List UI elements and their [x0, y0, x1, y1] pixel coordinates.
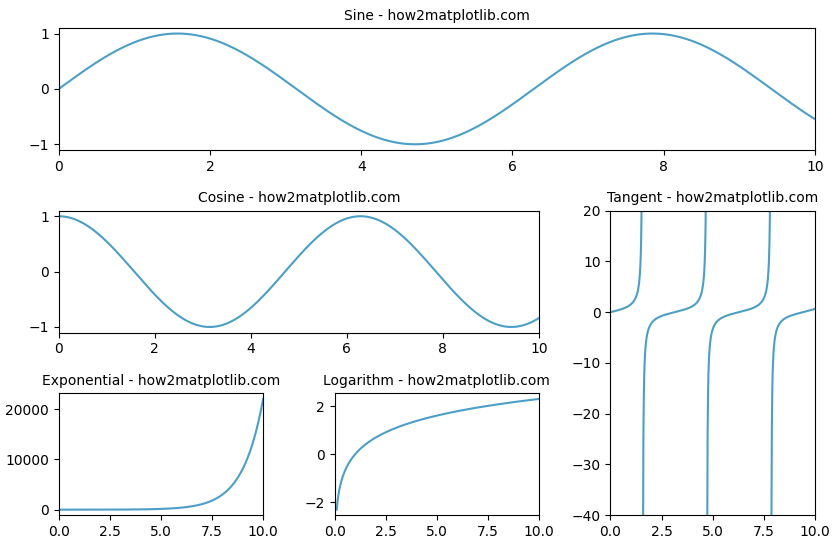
- Title: Logarithm - how2matplotlib.com: Logarithm - how2matplotlib.com: [323, 374, 550, 388]
- Title: Sine - how2matplotlib.com: Sine - how2matplotlib.com: [344, 8, 530, 22]
- Title: Tangent - how2matplotlib.com: Tangent - how2matplotlib.com: [607, 192, 818, 206]
- Title: Cosine - how2matplotlib.com: Cosine - how2matplotlib.com: [197, 192, 400, 206]
- Title: Exponential - how2matplotlib.com: Exponential - how2matplotlib.com: [42, 374, 280, 388]
